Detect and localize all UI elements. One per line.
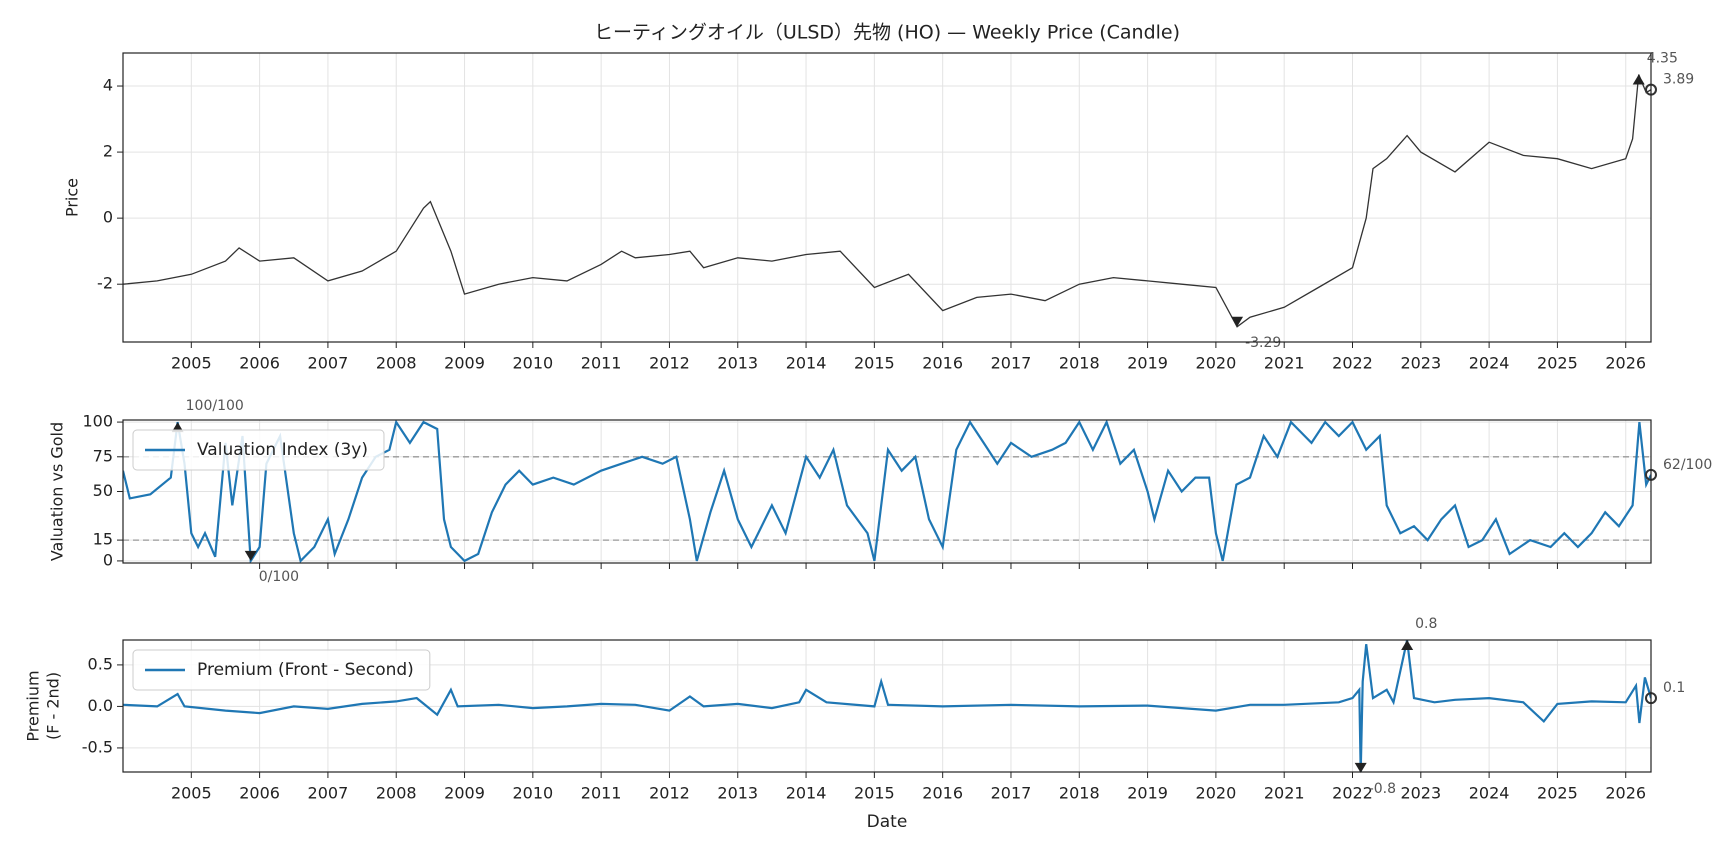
x-tick-label: 2020 — [1196, 354, 1237, 373]
x-tick-label: 2017 — [991, 784, 1032, 803]
x-tick-label: 2008 — [376, 784, 417, 803]
legend — [132, 429, 385, 471]
x-tick-label: 2009 — [444, 354, 485, 373]
x-tick-label: 2005 — [171, 354, 212, 373]
y-tick-label: 2 — [103, 142, 113, 161]
annotation: -0.8 — [1369, 781, 1396, 797]
y-tick-label: 0.0 — [88, 696, 113, 715]
x-tick-label: 2025 — [1537, 354, 1578, 373]
chart-title: ヒーティングオイル（ULSD）先物 (HO) — Weekly Price (C… — [594, 22, 1180, 44]
y-axis-label: (F - 2nd) — [44, 672, 63, 740]
plot-frame — [122, 639, 1652, 773]
x-tick-label: 2024 — [1469, 354, 1510, 373]
x-tick-label: 2013 — [717, 784, 758, 803]
min-marker — [1231, 316, 1244, 327]
x-tick-label: 2023 — [1400, 784, 1441, 803]
x-tick-label: 2011 — [581, 354, 622, 373]
annotation: 0.1 — [1663, 680, 1685, 696]
y-tick-label: 0 — [103, 208, 113, 227]
x-tick-label: 2019 — [1127, 784, 1168, 803]
annotation: 4.35 — [1647, 50, 1678, 66]
y-tick-label: 4 — [103, 76, 113, 95]
x-tick-label: 2021 — [1264, 784, 1305, 803]
x-tick-label: 2007 — [308, 354, 349, 373]
y-tick-label: -0.5 — [82, 737, 113, 756]
x-tick-label: 2012 — [649, 354, 690, 373]
y-tick-label: 75 — [93, 446, 113, 465]
x-tick-label: 2022 — [1332, 784, 1373, 803]
x-tick-label: 2018 — [1059, 354, 1100, 373]
x-tick-label: 2010 — [512, 784, 553, 803]
y-tick-label: 50 — [93, 481, 113, 500]
x-tick-label: 2017 — [991, 354, 1032, 373]
annotation: 100/100 — [186, 398, 244, 414]
x-tick-label: 2005 — [171, 784, 212, 803]
data-line — [123, 420, 1651, 563]
x-tick-label: 2021 — [1264, 354, 1305, 373]
y-tick-label: -2 — [97, 274, 113, 293]
x-tick-label: 2018 — [1059, 784, 1100, 803]
x-tick-label: 2009 — [444, 784, 485, 803]
max-marker — [1401, 640, 1414, 650]
x-tick-label: 2012 — [649, 784, 690, 803]
x-tick-label: 2013 — [717, 354, 758, 373]
data-line — [123, 640, 1651, 772]
y-tick-label: 15 — [93, 530, 113, 549]
legend-label: Valuation Index (3y) — [197, 440, 368, 460]
legend — [132, 649, 431, 691]
x-tick-label: 2016 — [922, 354, 963, 373]
x-tick-label: 2023 — [1400, 354, 1441, 373]
plot-frame — [122, 52, 1652, 343]
min-marker — [1354, 762, 1367, 773]
x-tick-label: 2006 — [239, 784, 280, 803]
x-tick-label: 2014 — [786, 784, 827, 803]
x-tick-label: 2024 — [1469, 784, 1510, 803]
x-tick-label: 2026 — [1605, 784, 1646, 803]
data-line — [123, 74, 1651, 328]
x-axis-label: Date — [867, 812, 908, 832]
plot-frame — [122, 419, 1652, 564]
x-tick-label: 2015 — [854, 354, 895, 373]
y-axis-label: Price — [63, 178, 82, 217]
x-tick-label: 2022 — [1332, 354, 1373, 373]
x-tick-label: 2026 — [1605, 354, 1646, 373]
annotation: 3.89 — [1663, 72, 1694, 88]
y-tick-label: 100 — [82, 412, 113, 431]
x-tick-label: 2010 — [512, 354, 553, 373]
x-tick-label: 2006 — [239, 354, 280, 373]
y-tick-label: 0 — [103, 550, 113, 569]
annotation: 62/100 — [1663, 457, 1712, 473]
legend-label: Premium (Front - Second) — [197, 660, 414, 680]
annotation: -3.29 — [1245, 335, 1281, 351]
y-axis-label: Valuation vs Gold — [48, 422, 67, 561]
annotation: 0.8 — [1415, 616, 1437, 632]
x-tick-label: 2015 — [854, 784, 895, 803]
x-tick-label: 2011 — [581, 784, 622, 803]
max-marker — [1632, 74, 1645, 85]
x-tick-label: 2025 — [1537, 784, 1578, 803]
x-tick-label: 2020 — [1196, 784, 1237, 803]
y-axis-label: Premium — [24, 670, 43, 741]
y-tick-label: 0.5 — [88, 654, 113, 673]
min-marker — [244, 550, 257, 561]
x-tick-label: 2007 — [308, 784, 349, 803]
x-tick-label: 2019 — [1127, 354, 1168, 373]
x-tick-label: 2008 — [376, 354, 417, 373]
x-tick-label: 2016 — [922, 784, 963, 803]
annotation: 0/100 — [259, 569, 299, 585]
x-tick-label: 2014 — [786, 354, 827, 373]
